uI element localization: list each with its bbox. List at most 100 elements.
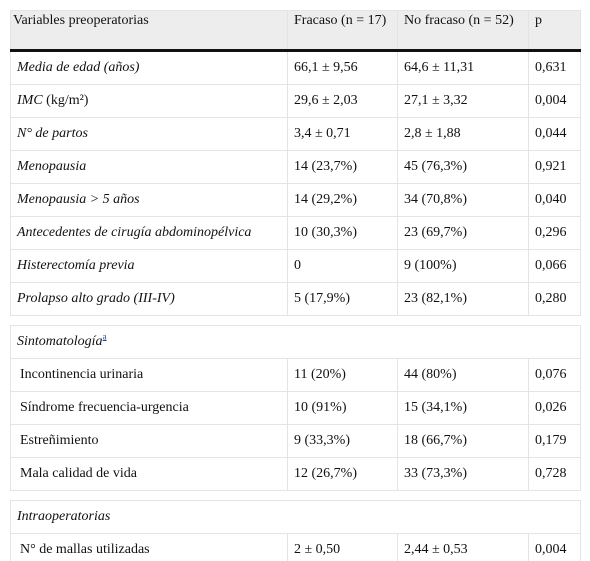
label-text: Mala calidad de vida (20, 466, 138, 481)
value-cell: 0,179 (528, 424, 581, 458)
value-cell: 64,6 ± 11,31 (397, 50, 529, 85)
value-cell: 0,921 (528, 150, 581, 184)
value-cell: 0,040 (528, 183, 581, 217)
value-cell: 27,1 ± 3,32 (397, 84, 529, 118)
row-label: Incontinencia urinaria (10, 358, 288, 392)
header-cell: No fracaso (n = 52) (397, 10, 529, 52)
value-cell: 23 (82,1%) (397, 282, 529, 316)
table-row: Síndrome frecuencia-urgencia 10 (91%) 15 (… (10, 391, 581, 425)
value-cell: 10 (91%) (287, 391, 398, 425)
row-label: N° de mallas utilizadas (10, 533, 288, 561)
header-cell: p (528, 10, 581, 52)
value-cell: 0,066 (528, 249, 581, 283)
row-label: Menopausia (10, 150, 288, 184)
value-cell: 12 (26,7%) (287, 457, 398, 491)
value-cell: 0,004 (528, 84, 581, 118)
spacer-cell (397, 490, 529, 501)
value-cell: 18 (66,7%) (397, 424, 529, 458)
section-title: Sintomatología (17, 334, 103, 349)
value-cell: 29,6 ± 2,03 (287, 84, 398, 118)
value-cell: 10 (30,3%) (287, 216, 398, 250)
value-cell: 45 (76,3%) (397, 150, 529, 184)
label-text: Estreñimiento (20, 433, 99, 448)
value-cell: 5 (17,9%) (287, 282, 398, 316)
value-cell: 14 (29,2%) (287, 183, 398, 217)
section-title: Intraoperatorias (17, 509, 111, 524)
value-cell: 0,296 (528, 216, 581, 250)
header-row: Variables preoperatorias Fracaso (n = 17)… (10, 10, 581, 52)
label-text: Prolapso alto grado (III-IV) (17, 291, 175, 306)
value-cell: 34 (70,8%) (397, 183, 529, 217)
value-cell: 33 (73,3%) (397, 457, 529, 491)
footnote-link[interactable]: a (102, 331, 107, 342)
table-row: Menopausia > 5 años 14 (29,2%) 34 (70,8%) 0… (10, 183, 581, 217)
table-row: Mala calidad de vida 12 (26,7%) 33 (73,3%)… (10, 457, 581, 491)
row-label: Histerectomía previa (10, 249, 288, 283)
value-cell: 0,728 (528, 457, 581, 491)
label-text: N° de mallas utilizadas (20, 542, 150, 557)
value-cell: 3,4 ± 0,71 (287, 117, 398, 151)
spacer-cell (10, 490, 288, 501)
spacer-cell (528, 490, 581, 501)
label-unit: (kg/m²) (46, 93, 89, 108)
value-cell: 44 (80%) (397, 358, 529, 392)
row-label: Menopausia > 5 años (10, 183, 288, 217)
spacer-cell (397, 315, 529, 326)
value-cell: 9 (33,3%) (287, 424, 398, 458)
spacer-cell (10, 315, 288, 326)
section-cell: Intraoperatorias (10, 500, 581, 534)
label-text: Síndrome frecuencia-urgencia (20, 400, 189, 415)
label-text: Menopausia (17, 159, 87, 174)
value-cell: 0 (287, 249, 398, 283)
spacer-row (10, 490, 581, 501)
value-cell: 0,004 (528, 533, 581, 561)
row-label: Prolapso alto grado (III-IV) (10, 282, 288, 316)
table-row: Histerectomía previa 0 9 (100%) 0,066 (10, 249, 581, 283)
value-cell: 0,076 (528, 358, 581, 392)
value-cell: 23 (69,7%) (397, 216, 529, 250)
row-label: IMC (kg/m²) (10, 84, 288, 118)
section-row: Intraoperatorias (10, 500, 581, 534)
label-text: Incontinencia urinaria (20, 367, 144, 382)
section-cell: Sintomatologíaa (10, 325, 581, 359)
row-label: Estreñimiento (10, 424, 288, 458)
value-cell: 11 (20%) (287, 358, 398, 392)
value-cell: 0,026 (528, 391, 581, 425)
row-label: Síndrome frecuencia-urgencia (10, 391, 288, 425)
value-cell: 9 (100%) (397, 249, 529, 283)
label-text: IMC (17, 93, 43, 108)
table-row: N° de partos 3,4 ± 0,71 2,8 ± 1,88 0,044 (10, 117, 581, 151)
table-row: Prolapso alto grado (III-IV) 5 (17,9%) 23 … (10, 282, 581, 316)
value-cell: 2,44 ± 0,53 (397, 533, 529, 561)
spacer-cell (528, 315, 581, 326)
table-row: Incontinencia urinaria 11 (20%) 44 (80%) 0,… (10, 358, 581, 392)
header-cell: Variables preoperatorias (10, 10, 288, 52)
label-text: Histerectomía previa (17, 258, 135, 273)
row-label: Media de edad (años) (10, 50, 288, 85)
spacer-cell (287, 490, 398, 501)
value-cell: 0,044 (528, 117, 581, 151)
header-cell: Fracaso (n = 17) (287, 10, 398, 52)
value-cell: 0,631 (528, 50, 581, 85)
spacer-cell (287, 315, 398, 326)
value-cell: 0,280 (528, 282, 581, 316)
value-cell: 66,1 ± 9,56 (287, 50, 398, 85)
label-text: N° de partos (17, 126, 88, 141)
label-text: Menopausia > 5 años (17, 192, 140, 207)
row-label: N° de partos (10, 117, 288, 151)
value-cell: 2 ± 0,50 (287, 533, 398, 561)
table-row: N° de mallas utilizadas 2 ± 0,50 2,44 ± 0,… (10, 533, 581, 561)
table-row: Menopausia 14 (23,7%) 45 (76,3%) 0,921 (10, 150, 581, 184)
table-row: Antecedentes de cirugía abdominopélvica 1… (10, 216, 581, 250)
table-row: IMC (kg/m²) 29,6 ± 2,03 27,1 ± 3,32 0,004 (10, 84, 581, 118)
label-text: Media de edad (años) (17, 60, 140, 75)
spacer-row (10, 315, 581, 326)
value-cell: 14 (23,7%) (287, 150, 398, 184)
data-table: Variables preoperatorias Fracaso (n = 17)… (10, 10, 581, 561)
value-cell: 2,8 ± 1,88 (397, 117, 529, 151)
table-row: Estreñimiento 9 (33,3%) 18 (66,7%) 0,179 (10, 424, 581, 458)
label-text: Antecedentes de cirugía abdominopélvica (17, 225, 252, 240)
footnote-ref: a (103, 331, 107, 341)
row-label: Mala calidad de vida (10, 457, 288, 491)
